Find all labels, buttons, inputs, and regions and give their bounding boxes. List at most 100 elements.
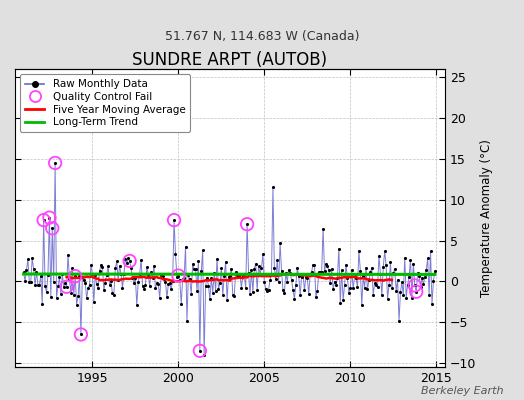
Point — [395, 318, 403, 324]
Point — [313, 288, 322, 294]
Point — [181, 244, 190, 250]
Point — [167, 286, 176, 293]
Point — [183, 317, 191, 324]
Point — [281, 270, 290, 276]
Point — [113, 258, 121, 264]
Point — [61, 280, 69, 286]
Point — [246, 291, 254, 298]
Point — [97, 262, 105, 269]
Point — [179, 276, 187, 282]
Point — [81, 280, 90, 286]
Point — [144, 272, 152, 278]
Point — [220, 273, 228, 279]
Point — [349, 285, 357, 292]
Point — [51, 160, 59, 166]
Point — [271, 276, 280, 282]
Point — [275, 279, 283, 286]
Point — [346, 285, 355, 292]
Point — [47, 294, 55, 300]
Point — [250, 266, 258, 272]
Point — [285, 266, 293, 273]
Point — [95, 268, 104, 274]
Point — [423, 255, 432, 261]
Point — [260, 279, 268, 285]
Point — [82, 295, 91, 302]
Point — [326, 280, 334, 286]
Point — [240, 272, 248, 278]
Point — [394, 276, 402, 283]
Point — [216, 280, 224, 286]
Point — [296, 292, 304, 298]
Point — [51, 160, 59, 166]
Point — [306, 271, 314, 278]
Point — [418, 275, 426, 281]
Point — [118, 285, 127, 291]
Point — [210, 270, 219, 276]
Point — [29, 266, 38, 272]
Point — [131, 274, 139, 281]
Point — [70, 292, 78, 298]
Point — [204, 282, 213, 289]
Point — [347, 267, 356, 273]
Point — [187, 291, 195, 297]
Point — [242, 285, 250, 292]
Point — [382, 262, 390, 269]
Point — [174, 272, 182, 279]
Point — [237, 285, 246, 291]
Point — [257, 265, 266, 271]
Point — [91, 272, 100, 278]
Point — [100, 287, 108, 293]
Point — [222, 259, 230, 265]
Point — [32, 269, 41, 275]
Point — [289, 287, 297, 293]
Point — [228, 292, 237, 298]
Point — [352, 275, 360, 282]
Point — [372, 282, 380, 288]
Point — [117, 271, 125, 277]
Point — [339, 297, 347, 303]
Point — [342, 262, 350, 268]
Point — [168, 278, 177, 284]
Point — [421, 274, 429, 281]
Point — [42, 289, 51, 295]
Point — [151, 285, 160, 291]
Point — [330, 279, 339, 285]
Point — [195, 348, 204, 354]
Point — [137, 256, 145, 263]
Point — [351, 273, 359, 279]
Point — [150, 263, 158, 270]
Point — [322, 261, 330, 267]
Point — [335, 246, 343, 252]
Point — [417, 284, 425, 290]
Point — [428, 301, 436, 308]
Point — [176, 277, 184, 283]
Point — [226, 272, 234, 279]
Point — [68, 265, 77, 271]
Point — [318, 269, 326, 275]
Point — [267, 271, 276, 278]
Point — [413, 270, 422, 276]
Point — [238, 273, 247, 279]
Point — [80, 277, 88, 284]
Point — [392, 288, 400, 294]
Point — [261, 286, 270, 292]
Point — [101, 280, 110, 286]
Point — [193, 288, 201, 294]
Point — [92, 281, 101, 287]
Point — [162, 294, 171, 301]
Point — [396, 289, 405, 296]
Point — [154, 281, 162, 287]
Point — [408, 294, 416, 301]
Point — [314, 269, 323, 275]
Point — [298, 274, 306, 280]
Point — [35, 282, 43, 288]
Point — [224, 273, 233, 280]
Point — [23, 267, 31, 274]
Point — [412, 288, 420, 295]
Point — [247, 267, 256, 274]
Point — [398, 279, 406, 286]
Point — [280, 290, 289, 296]
Point — [98, 264, 106, 270]
Point — [207, 275, 215, 281]
Point — [227, 266, 236, 272]
